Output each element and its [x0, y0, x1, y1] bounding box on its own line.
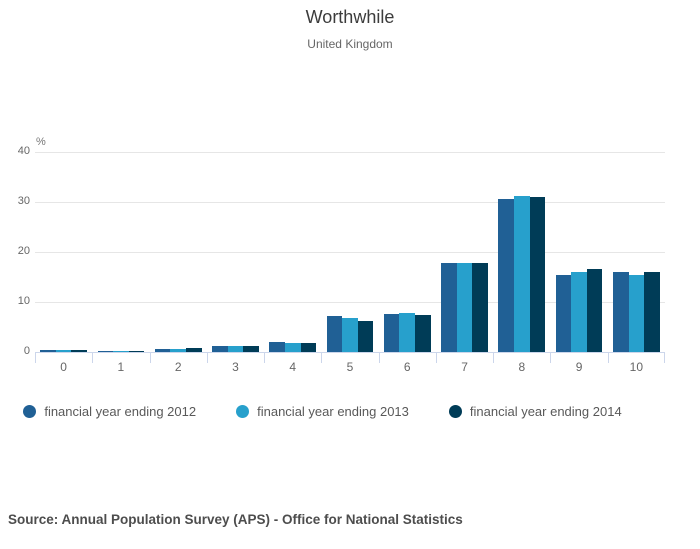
bar-series3-cat9[interactable] — [586, 269, 603, 352]
bar-group-9 — [550, 269, 607, 352]
x-axis-tick — [207, 353, 208, 363]
x-axis-tick — [493, 353, 494, 363]
bar-group-5 — [321, 316, 378, 352]
bar-series2-cat0[interactable] — [55, 349, 72, 352]
bar-series2-cat5[interactable] — [342, 318, 358, 352]
bar-series2-cat10[interactable] — [628, 275, 645, 352]
bar-series2-cat9[interactable] — [571, 272, 587, 352]
bar-series1-cat0[interactable] — [40, 349, 56, 352]
bar-series2-cat7[interactable] — [456, 262, 473, 352]
x-axis-tick — [150, 353, 151, 363]
legend-marker-2014-icon — [448, 405, 462, 418]
y-axis-label-40: 40 — [17, 145, 30, 157]
x-axis-label-5: 5 — [346, 360, 354, 374]
bar-series1-cat7[interactable] — [441, 262, 457, 352]
bar-group-10 — [608, 272, 665, 352]
bar-group-4 — [264, 342, 321, 352]
bar-series1-cat10[interactable] — [612, 272, 629, 352]
x-axis-label-0: 0 — [60, 360, 67, 374]
bar-series1-cat8[interactable] — [498, 199, 514, 352]
legend-item-2012[interactable]: financial year ending 2012 — [23, 404, 196, 419]
bar-group-0 — [35, 349, 92, 352]
legend-marker-2012-icon — [23, 405, 37, 418]
bar-group-8 — [493, 196, 550, 352]
legend-item-2014[interactable]: financial year ending 2014 — [448, 404, 622, 419]
bar-series3-cat2[interactable] — [185, 348, 202, 352]
x-axis-tick — [608, 353, 609, 363]
bar-series2-cat4[interactable] — [284, 342, 301, 352]
plot-area: 0 1 2 3 4 5 6 7 8 9 10 — [35, 152, 665, 374]
x-axis-label-6: 6 — [403, 360, 411, 374]
legend-marker-2013-icon — [236, 405, 250, 418]
x-axis-tick — [436, 353, 437, 363]
bar-series2-cat3[interactable] — [227, 346, 244, 352]
bar-group-7 — [436, 262, 493, 352]
bar-series2-cat6[interactable] — [399, 312, 416, 352]
legend: financial year ending 2012 financial yea… — [0, 404, 645, 419]
bar-series3-cat6[interactable] — [415, 314, 431, 352]
bar-series3-cat10[interactable] — [644, 272, 660, 352]
chart-title: Worthwhile — [305, 7, 395, 27]
bar-series3-cat3[interactable] — [243, 346, 259, 352]
bar-group-6 — [379, 312, 436, 352]
x-axis-tick — [321, 353, 322, 363]
bar-series2-cat8[interactable] — [514, 196, 530, 352]
y-axis-unit-label: % — [36, 136, 46, 148]
x-axis-label-7: 7 — [461, 360, 468, 374]
gridline-y30 — [35, 202, 665, 203]
x-axis-tick — [92, 353, 93, 363]
x-axis-label-2: 2 — [174, 360, 182, 374]
bar-series1-cat2[interactable] — [154, 348, 171, 352]
gridline-y40 — [35, 152, 665, 153]
bar-series1-cat1[interactable] — [97, 350, 114, 352]
bar-series2-cat1[interactable] — [113, 350, 129, 352]
bar-group-1 — [92, 350, 149, 352]
bar-group-3 — [207, 346, 264, 352]
y-axis-label-30: 30 — [17, 195, 30, 207]
chart-subtitle: United Kingdom — [307, 37, 393, 51]
bar-series3-cat1[interactable] — [128, 350, 145, 352]
bar-series1-cat4[interactable] — [269, 342, 285, 352]
x-axis-label-10: 10 — [629, 360, 644, 374]
legend-label-2014: financial year ending 2014 — [469, 404, 622, 419]
bar-series1-cat6[interactable] — [383, 313, 400, 352]
y-axis-label-0: 0 — [23, 345, 30, 357]
gridline-y20 — [35, 252, 665, 253]
x-axis-label-3: 3 — [232, 360, 239, 374]
bar-series3-cat0[interactable] — [71, 349, 88, 352]
legend-label-2012: financial year ending 2012 — [44, 404, 197, 419]
x-axis-tick — [550, 353, 551, 363]
x-axis-tick — [379, 353, 380, 363]
bar-series3-cat4[interactable] — [300, 343, 317, 352]
bar-series1-cat5[interactable] — [326, 316, 343, 352]
x-axis-tick — [35, 353, 36, 363]
x-axis-tick — [664, 353, 665, 363]
x-axis-label-4: 4 — [289, 360, 297, 374]
legend-item-2013[interactable]: financial year ending 2013 — [236, 404, 409, 419]
x-axis-label-1: 1 — [117, 360, 125, 374]
legend-label-2013: financial year ending 2013 — [257, 404, 409, 419]
x-axis-tick — [264, 353, 265, 363]
bar-series3-cat5[interactable] — [357, 320, 374, 352]
bar-series1-cat3[interactable] — [212, 346, 228, 352]
x-axis-label-8: 8 — [518, 360, 526, 374]
bar-series2-cat2[interactable] — [170, 348, 186, 352]
x-axis-label-9: 9 — [575, 360, 583, 374]
y-axis-label-20: 20 — [17, 245, 30, 257]
bar-series1-cat9[interactable] — [555, 274, 572, 352]
gridline-y10 — [35, 302, 665, 303]
source-attribution: Source: Annual Population Survey (APS) -… — [8, 512, 463, 527]
bar-series3-cat7[interactable] — [472, 263, 488, 352]
bar-series3-cat8[interactable] — [529, 197, 546, 352]
y-axis-label-10: 10 — [17, 295, 30, 307]
bar-group-2 — [150, 348, 207, 352]
